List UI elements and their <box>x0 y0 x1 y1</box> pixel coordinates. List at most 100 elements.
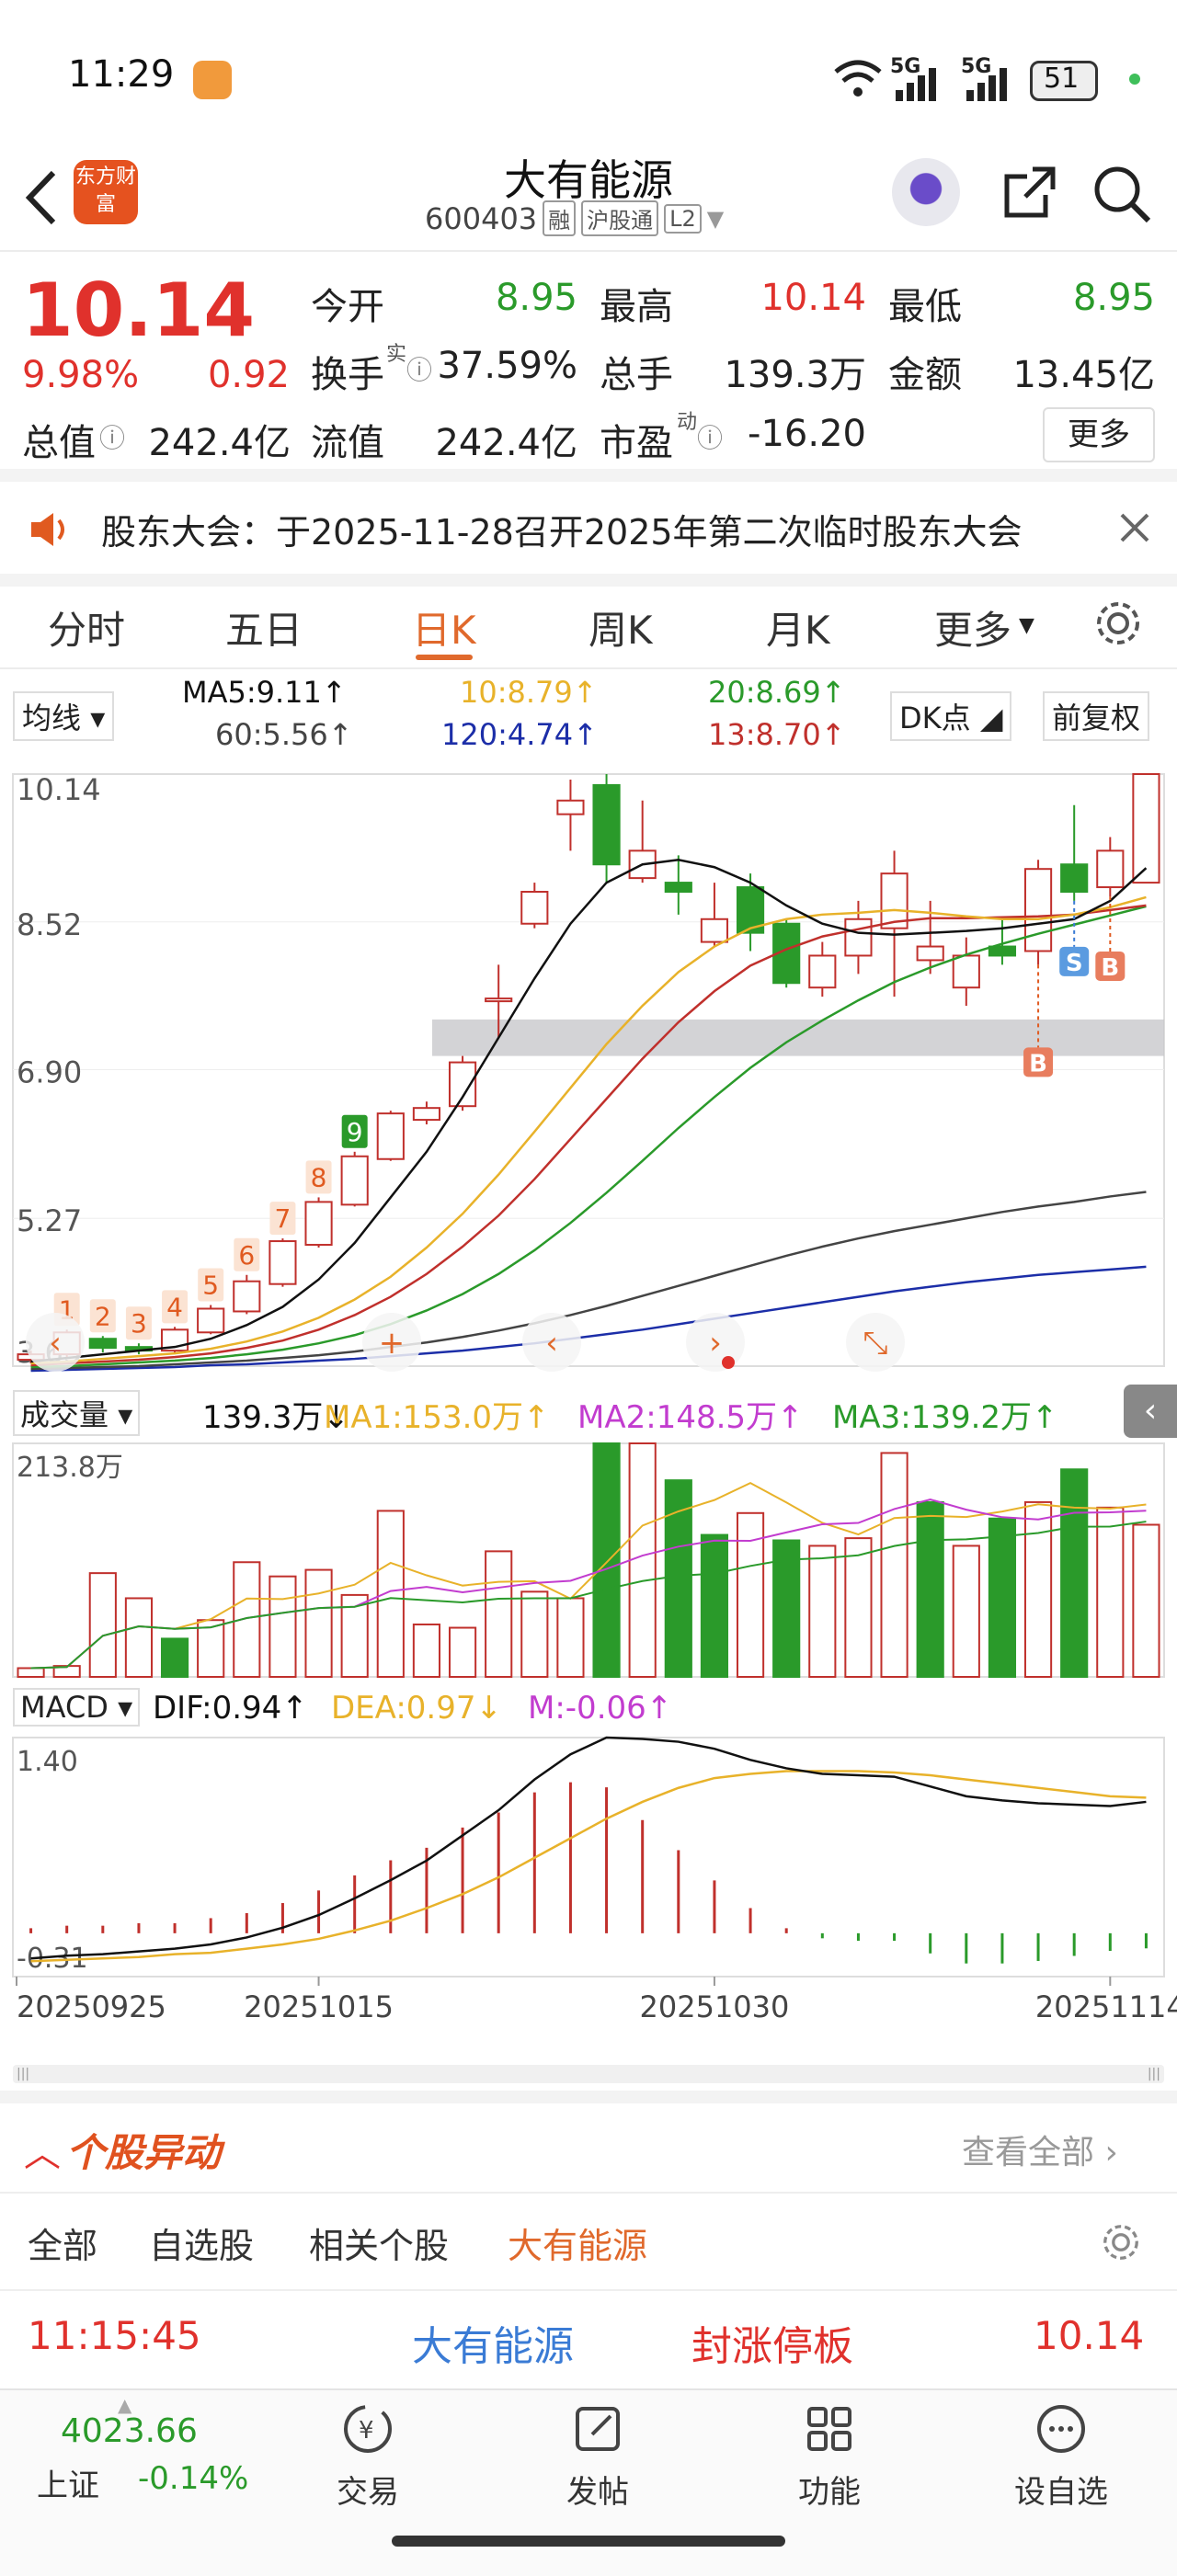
back-arrow-icon[interactable] <box>18 165 64 230</box>
mover-event: 封涨停板 <box>691 2323 853 2370</box>
ma13-line <box>30 904 1147 1367</box>
info-icon[interactable]: ⓘ <box>99 423 126 453</box>
signal-badge <box>1059 946 1090 976</box>
live-dot <box>722 1356 735 1369</box>
more-button[interactable]: 更多 <box>1043 407 1155 462</box>
movers-tab-all[interactable]: 全部 <box>28 2226 98 2266</box>
ai-assistant-icon[interactable] <box>892 158 960 226</box>
movers-tab-stock[interactable]: 大有能源 <box>508 2226 648 2266</box>
volume-bar <box>880 1452 908 1678</box>
movers-gear-icon[interactable] <box>1100 2221 1142 2263</box>
low-label: 最低 <box>888 286 962 328</box>
nav-add-watch[interactable]: 设自选 <box>997 2399 1126 2512</box>
vol-ma2: MA2:148.5万↑ <box>577 1399 804 1436</box>
nav-trade[interactable]: ¥ 交易 <box>303 2399 432 2512</box>
chevron-up-icon[interactable]: ︿ <box>24 2133 61 2175</box>
volume-bar <box>952 1544 980 1678</box>
open-value: 8.95 <box>495 277 577 319</box>
nine-turn-label: 2 <box>95 1301 111 1331</box>
volume-bar <box>340 1593 369 1679</box>
index-value[interactable]: 4023.66 <box>61 2412 198 2450</box>
amount-label: 金额 <box>888 354 962 396</box>
nav-post[interactable]: 发帖 <box>533 2399 662 2512</box>
signal-5g-1: 5G <box>890 55 921 78</box>
tab-five-day[interactable]: 五日 <box>225 608 303 653</box>
candle <box>88 1338 117 1350</box>
movers-tab-watchlist[interactable]: 自选股 <box>149 2226 255 2266</box>
ma-selector-label: 均线 <box>22 701 82 735</box>
info-icon[interactable]: ⓘ <box>697 423 724 453</box>
nine-turn-label: 8 <box>311 1162 327 1192</box>
tab-timeshare[interactable]: 分时 <box>48 608 126 653</box>
info-icon[interactable]: ⓘ <box>406 355 433 385</box>
mover-row[interactable]: 11:15:45 大有能源 封涨停板 10.14 <box>0 2308 1177 2372</box>
page-title: 大有能源 <box>504 155 673 205</box>
mover-name[interactable]: 大有能源 <box>412 2323 574 2370</box>
view-all-link[interactable]: 查看全部 › <box>962 2134 1118 2171</box>
volume-bar <box>485 1550 513 1679</box>
vol-ma1: MA1:153.0万↑ <box>324 1399 550 1436</box>
notice-bar[interactable]: 股东大会：于2025-11-28召开2025年第二次临时股东大会 <box>0 482 1177 574</box>
volume-selector[interactable]: 成交量 ▾ <box>13 1390 141 1436</box>
volume-chart[interactable]: 213.8万 <box>0 1440 1177 1682</box>
ma20-text: 20:8.69 <box>708 675 821 710</box>
tab-weekly-k[interactable]: 周K <box>588 608 653 653</box>
nav-apps[interactable]: 功能 <box>765 2399 894 2512</box>
app-logo[interactable]: 东方财富 <box>74 160 138 224</box>
candle <box>556 799 585 815</box>
adjust-button[interactable]: 前复权 <box>1043 691 1150 741</box>
support-band <box>432 1019 1164 1056</box>
open-label: 今开 <box>311 286 384 328</box>
search-icon[interactable] <box>1090 162 1154 226</box>
active-tab-indicator <box>416 655 473 660</box>
tab-monthly-k[interactable]: 月K <box>766 608 830 653</box>
y-tick-label: 213.8万 <box>17 1452 123 1484</box>
volume-bar <box>628 1442 657 1678</box>
dif-line <box>30 1736 1147 1960</box>
volume-bar <box>448 1626 477 1678</box>
share-icon[interactable] <box>998 162 1062 226</box>
high-label: 最高 <box>600 286 673 328</box>
notice-text: 股东大会：于2025-11-28召开2025年第二次临时股东大会 <box>101 512 1023 553</box>
battery-icon <box>1030 61 1098 101</box>
nine-turn-badge <box>125 1306 152 1340</box>
stock-code: 600403 <box>425 200 538 236</box>
macd-dif: DIF:0.94↑ <box>153 1690 308 1727</box>
ma13-text: 13:8.70 <box>708 717 821 752</box>
turnover-sup: 实 <box>386 343 407 366</box>
ma10-text: 10:8.79 <box>460 675 573 710</box>
signal-badge <box>1023 1047 1054 1077</box>
chart-scrollbar[interactable]: ||| ||| <box>13 2065 1164 2083</box>
ma-selector[interactable]: 均线 ▾ <box>13 691 115 741</box>
scroll-handle-left[interactable]: ||| <box>17 2067 30 2081</box>
dropdown-caret-icon[interactable]: ▼ <box>706 205 725 232</box>
scroll-handle-right[interactable]: ||| <box>1147 2067 1160 2081</box>
chart-frame <box>12 1442 1165 1678</box>
volume-bar <box>269 1575 297 1678</box>
macd-dea: DEA:0.97↓ <box>331 1690 502 1727</box>
gear-icon[interactable] <box>1092 598 1144 649</box>
volume-bar <box>412 1623 441 1679</box>
close-icon[interactable] <box>1116 509 1153 546</box>
volume-current: 139.3万↓ <box>202 1399 349 1436</box>
macd-m: M:-0.06↑ <box>528 1690 673 1727</box>
nine-turn-badge <box>305 1160 332 1194</box>
volume-bar <box>736 1511 765 1679</box>
dk-point-button[interactable]: DK点 ◢ <box>890 691 1012 741</box>
home-indicator <box>392 2536 785 2547</box>
movers-tab-related[interactable]: 相关个股 <box>309 2226 450 2266</box>
macd-dea-text: DEA:0.97 <box>331 1690 476 1727</box>
nine-turn-label: 5 <box>202 1271 219 1301</box>
tab-more[interactable]: 更多 <box>934 608 1012 653</box>
volume-bar <box>88 1572 117 1678</box>
candle <box>952 954 980 989</box>
candle <box>736 886 765 934</box>
candlestick-chart[interactable]: 10.148.526.905.273.65123456789SBB‹+‹›⤡ <box>0 758 1177 1383</box>
candle <box>233 1280 261 1313</box>
macd-selector[interactable]: MACD ▾ <box>13 1688 141 1727</box>
tab-daily-k[interactable]: 日K <box>412 608 476 653</box>
volume-value: 139.3万 <box>724 354 866 396</box>
collapse-panel-icon[interactable]: ‹ <box>1124 1385 1177 1438</box>
view-all-text: 查看全部 <box>962 2134 1095 2171</box>
